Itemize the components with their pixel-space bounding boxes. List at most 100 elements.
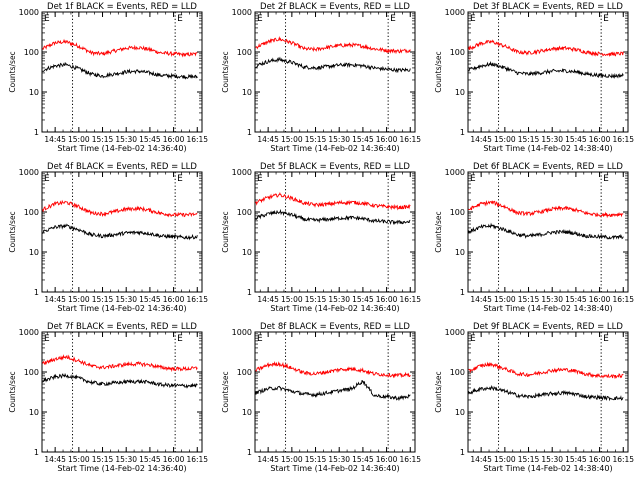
y-tick-label: 10 (242, 248, 252, 257)
plot-frame (254, 171, 416, 293)
panel-title: Det 2f BLACK = Events, RED = LLD (260, 2, 410, 12)
x-tick-label: 14:45 (470, 455, 492, 464)
events-series-line (468, 384, 624, 402)
x-axis-label: Start Time (14-Feb-02 14:38:40) (483, 304, 612, 313)
events-series-line (42, 223, 198, 241)
y-tick-label: 100 (237, 48, 252, 57)
x-tick-label: 15:45 (565, 135, 587, 144)
x-tick-label: 15:30 (115, 455, 137, 464)
panel-title: Det 9f BLACK = Events, RED = LLD (473, 322, 623, 332)
x-tick-label: 15:45 (352, 455, 374, 464)
lld-series-line (255, 36, 411, 55)
panel-7: Det 7f BLACK = Events, RED = LLD 1 10 100 10… (8, 322, 208, 473)
x-axis-label: Start Time (14-Feb-02 14:36:40) (57, 144, 186, 153)
lld-series-line (468, 199, 624, 219)
y-tick-label: 1000 (445, 8, 465, 17)
y-tick-label: 100 (24, 368, 39, 377)
y-axis-label: Counts/sec (8, 371, 17, 412)
x-tick-label: 15:30 (115, 135, 137, 144)
x-tick-label: 16:15 (186, 295, 208, 304)
event-flag: E (177, 14, 183, 24)
x-tick-label: 15:00 (281, 455, 303, 464)
y-axis-label: Counts/sec (221, 211, 230, 252)
x-tick-label: 15:45 (565, 455, 587, 464)
x-tick-label: 15:00 (281, 135, 303, 144)
x-tick-label: 15:15 (92, 455, 114, 464)
y-tick-label: 1000 (232, 8, 252, 17)
x-axis-label: Start Time (14-Feb-02 14:36:40) (270, 304, 399, 313)
y-axis-label: Counts/sec (434, 371, 443, 412)
y-tick-label: 1000 (445, 328, 465, 337)
y-axis-label: Counts/sec (434, 51, 443, 92)
y-tick-label: 100 (450, 48, 465, 57)
x-tick-label: 15:15 (518, 295, 540, 304)
y-tick-label: 1 (34, 288, 39, 297)
lld-series-line (468, 361, 624, 380)
x-tick-label: 14:45 (44, 455, 66, 464)
event-flag: E (177, 334, 183, 344)
x-tick-label: 15:30 (328, 295, 350, 304)
y-tick-label: 10 (29, 248, 39, 257)
x-tick-label: 15:00 (494, 455, 516, 464)
y-axis-label: Counts/sec (8, 211, 17, 252)
x-axis-label: Start Time (14-Feb-02 14:38:40) (483, 144, 612, 153)
event-flag: E (603, 334, 609, 344)
x-tick-label: 16:15 (612, 135, 634, 144)
x-axis-label: Start Time (14-Feb-02 14:36:40) (57, 304, 186, 313)
event-flag: E (177, 174, 183, 184)
x-tick-label: 16:00 (376, 455, 398, 464)
event-flag: E (44, 174, 50, 184)
y-tick-label: 1000 (445, 168, 465, 177)
x-tick-label: 15:15 (518, 135, 540, 144)
event-flag: E (470, 14, 476, 24)
events-series-line (255, 379, 411, 402)
y-tick-label: 10 (29, 88, 39, 97)
y-tick-label: 100 (24, 208, 39, 217)
x-tick-label: 16:00 (163, 135, 185, 144)
x-tick-label: 15:15 (305, 455, 327, 464)
x-tick-label: 14:45 (44, 135, 66, 144)
x-tick-label: 15:15 (305, 135, 327, 144)
y-tick-label: 1 (460, 448, 465, 457)
x-tick-label: 15:15 (518, 455, 540, 464)
x-tick-label: 15:15 (92, 135, 114, 144)
x-tick-label: 16:00 (163, 295, 185, 304)
x-tick-label: 16:00 (376, 135, 398, 144)
x-tick-label: 15:45 (139, 295, 161, 304)
event-flag: E (257, 334, 263, 344)
x-tick-label: 14:45 (257, 455, 279, 464)
y-tick-label: 1000 (232, 168, 252, 177)
panel-4: Det 4f BLACK = Events, RED = LLD 1 10 100 10… (8, 162, 208, 313)
lld-series-line (255, 191, 411, 211)
event-flag: E (390, 14, 396, 24)
x-tick-label: 14:45 (257, 295, 279, 304)
panel-8: Det 8f BLACK = Events, RED = LLD 1 10 100 10… (221, 322, 421, 473)
y-tick-label: 100 (450, 208, 465, 217)
x-axis-label: Start Time (14-Feb-02 14:36:40) (270, 144, 399, 153)
plot-frame (467, 11, 629, 133)
x-tick-label: 15:30 (328, 455, 350, 464)
plot-frame (41, 11, 203, 133)
lld-series-line (255, 360, 411, 379)
lld-series-line (468, 39, 624, 58)
x-tick-label: 15:30 (541, 135, 563, 144)
y-tick-label: 1 (34, 128, 39, 137)
events-series-line (468, 60, 624, 80)
plot-frame (467, 171, 629, 293)
events-series-line (255, 56, 411, 74)
x-tick-label: 15:45 (352, 135, 374, 144)
x-axis-label: Start Time (14-Feb-02 14:36:40) (270, 464, 399, 473)
events-series-line (42, 372, 198, 389)
event-flag: E (390, 174, 396, 184)
x-tick-label: 14:45 (257, 135, 279, 144)
y-tick-label: 1000 (232, 328, 252, 337)
x-tick-label: 15:45 (139, 135, 161, 144)
y-tick-label: 1000 (19, 328, 39, 337)
event-flag: E (390, 334, 396, 344)
x-tick-label: 16:00 (376, 295, 398, 304)
x-axis-label: Start Time (14-Feb-02 14:36:40) (57, 464, 186, 473)
events-series-line (255, 208, 411, 225)
x-tick-label: 15:15 (92, 295, 114, 304)
y-tick-label: 1000 (19, 8, 39, 17)
